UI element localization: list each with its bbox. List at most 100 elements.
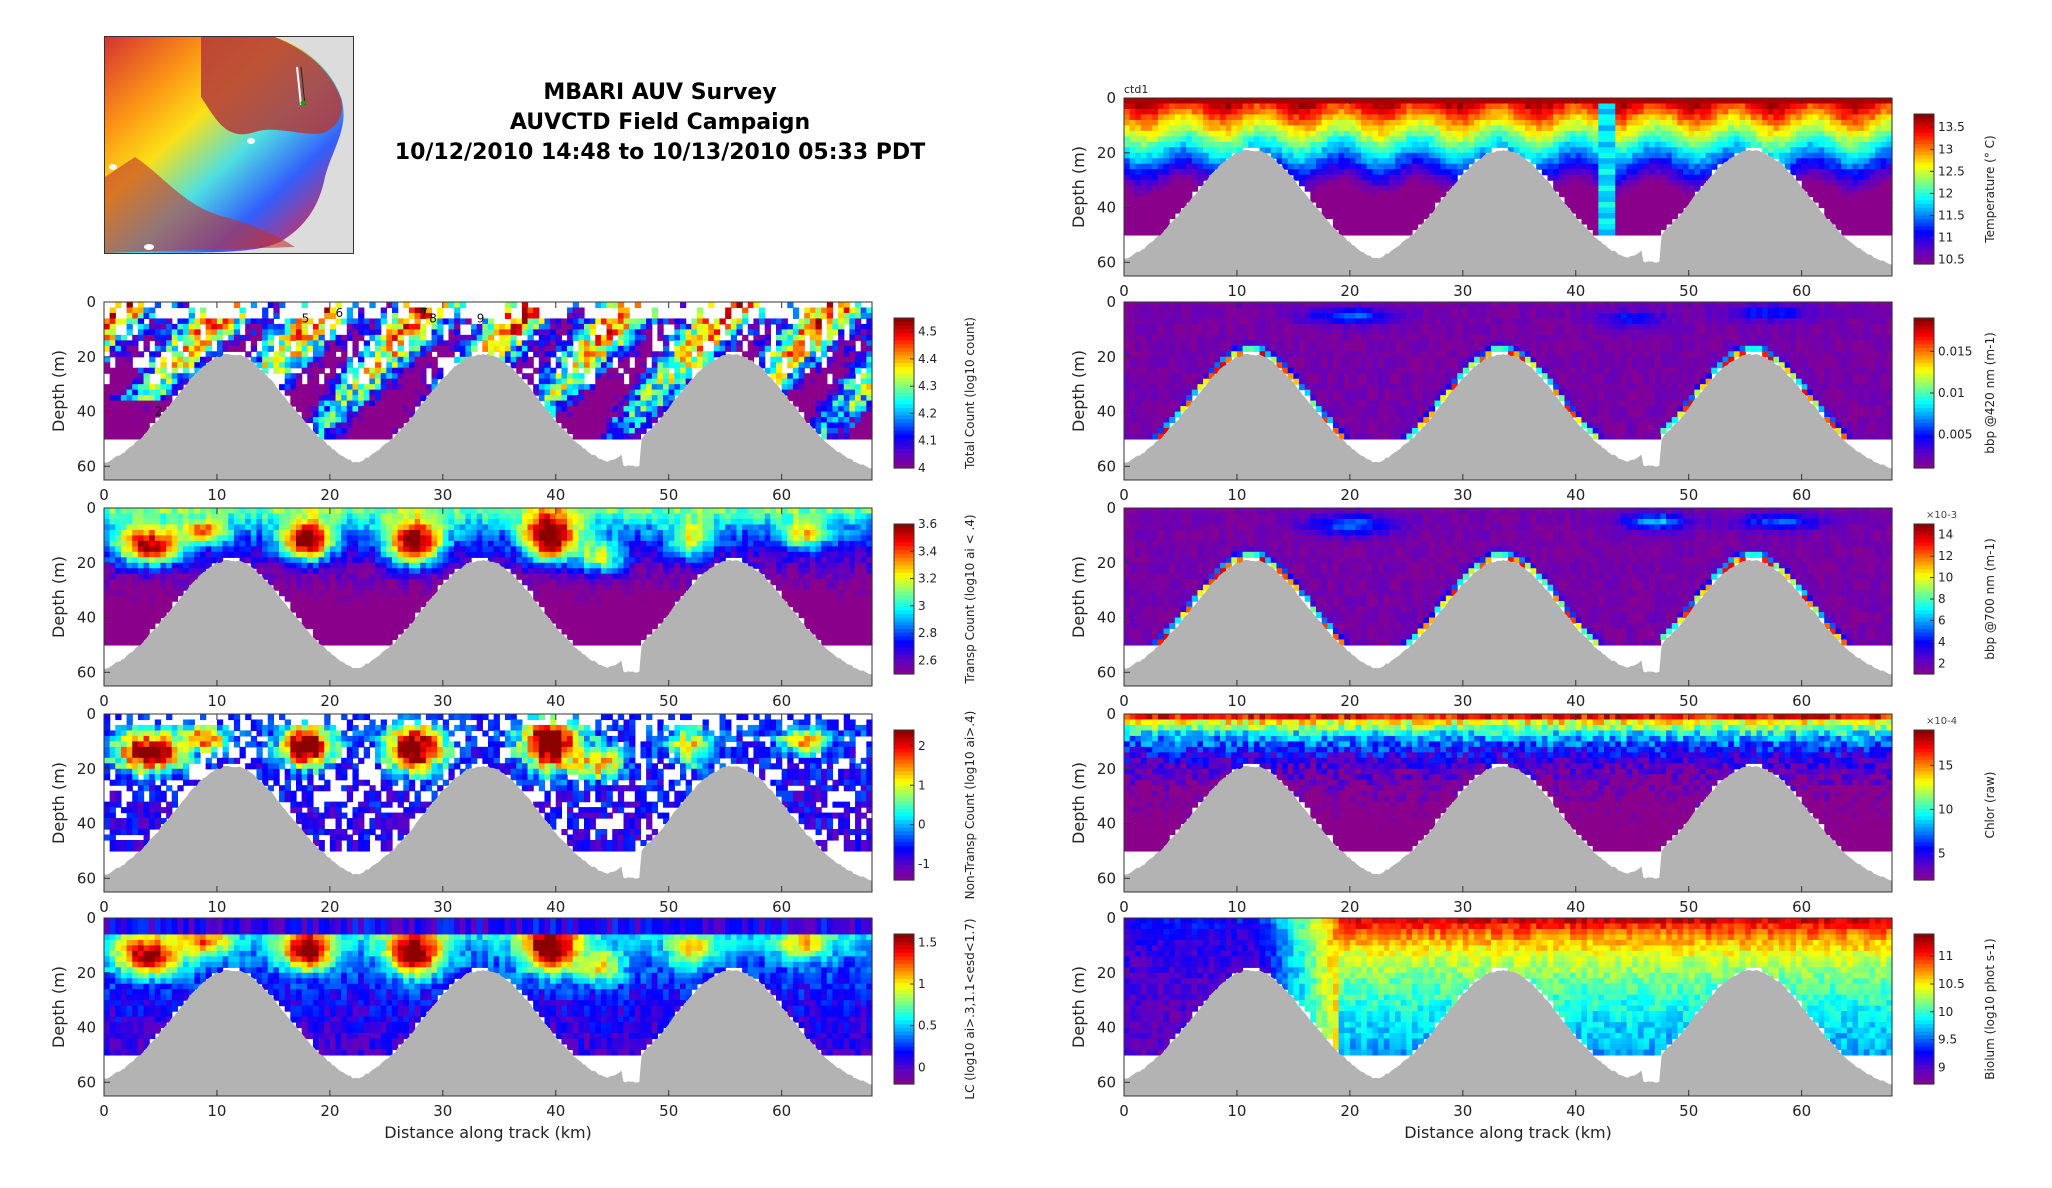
total-count-cell <box>205 334 212 341</box>
transp-count-cell <box>713 557 721 564</box>
total-count-cell <box>442 345 450 352</box>
total-count-cell <box>719 351 726 358</box>
total-count-cell <box>358 411 365 418</box>
total-count-cell <box>640 329 647 336</box>
transp-count-cell <box>804 573 811 580</box>
transp-count-cell <box>595 562 602 569</box>
transp-count-cell <box>149 617 156 624</box>
transp-count-cell <box>595 518 602 526</box>
non-transp-count-cell <box>233 719 241 726</box>
total-count-cell <box>815 427 822 435</box>
transp-count-cell <box>200 518 207 526</box>
total-count-cell <box>307 417 314 424</box>
transp-count-cell <box>809 529 817 536</box>
total-count-cell <box>634 406 642 413</box>
transp-count-cell <box>437 557 444 564</box>
total-count-cell <box>414 307 421 314</box>
transp-count-cell <box>239 557 246 564</box>
total-count-cell <box>132 367 139 374</box>
transp-count-cell <box>329 524 337 531</box>
transp-count-cell <box>821 617 828 624</box>
transp-count-cell <box>273 513 280 520</box>
total-count-cell <box>617 395 625 402</box>
total-count-cell <box>804 378 811 385</box>
transp-count-cell <box>442 513 450 520</box>
transp-count-cell <box>533 508 540 515</box>
transp-count-cell <box>120 639 128 646</box>
total-count-cell <box>132 384 139 391</box>
transp-count-cell <box>504 535 512 542</box>
total-count-cell <box>137 433 145 440</box>
total-count-cell <box>109 433 116 440</box>
transp-count-cell <box>403 529 410 536</box>
transp-count-cell <box>132 562 139 569</box>
total-count-cell <box>798 334 805 341</box>
total-count-cell <box>589 356 596 363</box>
transp-count-cell <box>222 524 229 531</box>
total-count-cell <box>386 329 393 336</box>
transp-count-cell <box>126 546 133 553</box>
transp-count-cell <box>482 540 489 547</box>
transp-count-cell <box>567 628 574 635</box>
non-transp-count-cell <box>239 746 246 753</box>
non-transp-count-cell <box>115 735 122 742</box>
transp-count-cell <box>612 535 619 542</box>
total-count-cell <box>397 362 404 369</box>
total-count-cell <box>527 378 534 385</box>
total-count-cell <box>657 400 664 407</box>
total-count-cell <box>510 345 517 352</box>
transp-count-cell <box>629 601 636 608</box>
non-transp-count-cell <box>120 839 128 847</box>
transp-count-colorbar-swatch <box>894 569 914 574</box>
transp-count-cell <box>510 546 517 553</box>
non-transp-count-cell <box>222 752 229 759</box>
transp-count-cell <box>420 568 427 575</box>
transp-count-cell <box>403 551 410 558</box>
transp-count-cell <box>776 535 783 542</box>
transp-count-cell <box>843 579 851 586</box>
transp-count-cell <box>617 524 625 531</box>
total-count-cell <box>239 334 246 341</box>
transp-count-cell <box>420 508 427 515</box>
total-count-cell <box>826 422 834 429</box>
transp-count-cell <box>363 584 371 591</box>
total-count-cell <box>691 329 698 336</box>
total-count-cell <box>160 329 167 336</box>
total-count-cell <box>386 417 393 424</box>
total-count-cell <box>567 340 574 347</box>
total-count-cell <box>194 362 201 369</box>
total-count-cell <box>600 417 608 424</box>
total-count-cell <box>301 302 308 309</box>
transp-count-cell <box>471 535 478 542</box>
transp-count-cell <box>634 551 642 558</box>
transp-count-cell <box>759 557 766 564</box>
transp-count-cell <box>589 579 596 586</box>
total-count-cell <box>550 406 557 413</box>
total-count-cell <box>397 384 404 391</box>
transp-count-cell <box>346 584 354 591</box>
transp-count-cell <box>595 524 602 531</box>
transp-count-cell <box>493 529 500 536</box>
transp-count-cell <box>442 540 450 547</box>
transp-count-cell <box>702 540 709 547</box>
transp-count-cell <box>307 573 314 580</box>
total-count-cell <box>262 345 269 352</box>
total-count-cell <box>713 351 721 358</box>
transp-count-cell <box>137 633 145 641</box>
total-count-cell <box>307 378 314 385</box>
transp-count-cell <box>832 540 839 547</box>
total-count-cell <box>561 345 568 352</box>
total-count-cell <box>352 367 359 374</box>
transp-count-cell <box>821 601 828 608</box>
transp-count-colorbar-swatch <box>894 621 914 626</box>
total-count-cell <box>595 362 602 369</box>
transp-count-cell <box>493 535 500 542</box>
transp-count-cell <box>104 524 111 531</box>
total-count-cell <box>696 318 704 325</box>
total-count-cell <box>742 334 749 341</box>
transp-count-cell <box>352 540 359 547</box>
transp-count-cell <box>708 524 715 531</box>
total-count-cell <box>211 351 218 358</box>
total-count-cell <box>634 389 642 396</box>
total-count-cell <box>629 406 636 413</box>
